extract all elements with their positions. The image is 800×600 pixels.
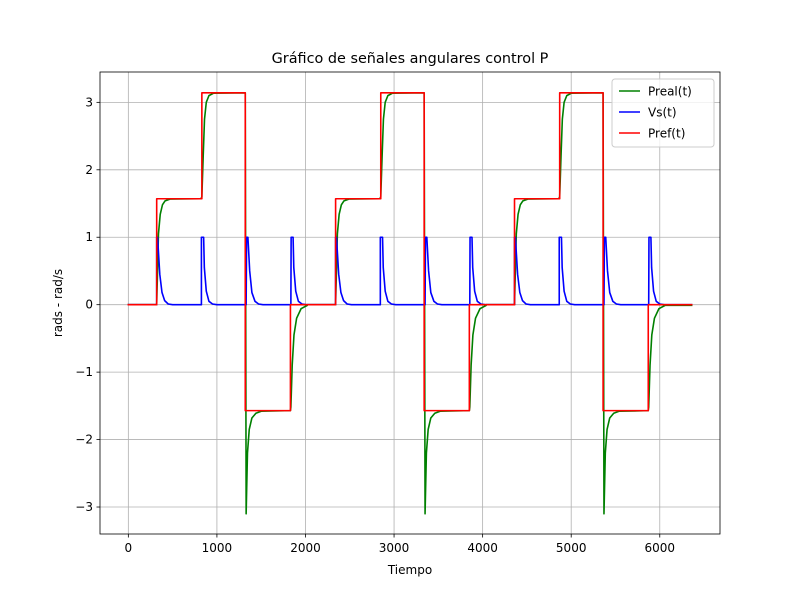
chart-title: Gráfico de señales angulares control P	[272, 51, 549, 67]
x-axis-label: Tiempo	[387, 563, 432, 577]
legend-label-2: Pref(t)	[648, 127, 685, 141]
y-tick-label: 2	[85, 163, 93, 177]
legend-box	[611, 78, 715, 148]
series-line-2	[127, 92, 693, 412]
x-tick-label: 0	[125, 541, 133, 555]
y-tick-label: −3	[75, 500, 93, 514]
x-tick-label: 1000	[202, 541, 233, 555]
y-tick-label: 0	[85, 298, 93, 312]
legend-label-0: Preal(t)	[648, 85, 692, 99]
x-tick-label: 2000	[290, 541, 321, 555]
x-tick-label: 5000	[556, 541, 587, 555]
legend-label-1: Vs(t)	[648, 106, 677, 120]
x-tick-label: 3000	[379, 541, 410, 555]
y-tick-label: −1	[75, 365, 93, 379]
x-tick-label: 6000	[644, 541, 675, 555]
y-tick-label: 1	[85, 230, 93, 244]
legend: Preal(t) Vs(t) Pref(t)	[611, 78, 715, 148]
tick-layer: 0 1000 2000 3000 4000 5000 6000 −3 −2 −1 0 1 2 3	[75, 95, 675, 555]
y-axis-label: rads - rad/s	[51, 269, 65, 337]
y-tick-label: −2	[75, 433, 93, 447]
plot-frame	[99, 71, 721, 535]
series-layer	[127, 92, 693, 515]
x-tick-label: 4000	[467, 541, 498, 555]
y-tick-label: 3	[85, 95, 93, 109]
series-line-1	[127, 236, 693, 306]
